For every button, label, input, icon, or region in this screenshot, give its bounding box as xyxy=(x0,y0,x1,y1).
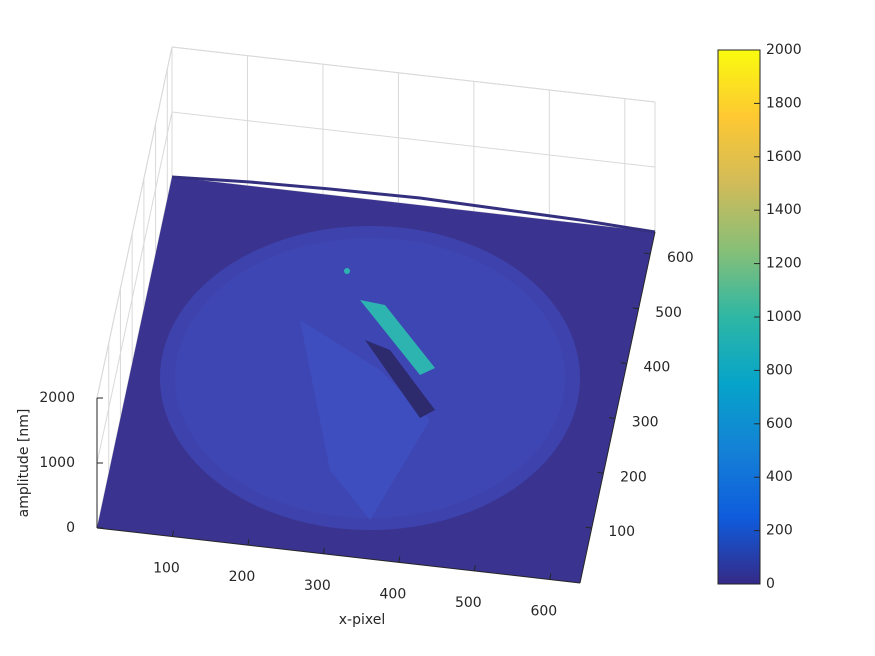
colorbar-tick-label: 200 xyxy=(766,523,793,539)
colorbar-tick-label: 400 xyxy=(766,469,793,485)
z-tick-label: 2000 xyxy=(39,390,75,406)
colorbar-gradient xyxy=(717,49,761,585)
y-tick-label: 100 xyxy=(608,524,635,540)
x-axis-line xyxy=(96,527,581,584)
y-tick xyxy=(609,416,616,419)
x-tick xyxy=(473,564,476,572)
surface-ridge xyxy=(300,320,430,520)
colorbar-tick-label: 1400 xyxy=(766,202,802,218)
x-tick-label: 100 xyxy=(153,561,180,577)
colorbar-tick-label: 1000 xyxy=(766,309,802,325)
y-tick-label: 300 xyxy=(632,414,659,430)
surface xyxy=(97,175,656,583)
colorbar: 0 200 400 600 800 1000 1200 1400 1600 1800 2000 xyxy=(717,42,802,592)
surface-trough xyxy=(365,340,435,418)
x-tick xyxy=(398,556,401,563)
colorbar-tick-label: 1600 xyxy=(766,149,802,165)
x-tick xyxy=(247,539,250,546)
z-tick-label: 0 xyxy=(66,520,75,536)
colorbar-tick-label: 1800 xyxy=(766,95,802,111)
grid-line xyxy=(96,46,173,399)
y-axis-line xyxy=(579,231,656,584)
x-tick xyxy=(171,530,174,537)
z-axis-label: amplitude [nm] xyxy=(16,409,32,518)
y-tick xyxy=(620,362,627,365)
x-tick-label: 400 xyxy=(380,586,407,602)
surface-edge xyxy=(171,175,656,234)
x-tick-label: 300 xyxy=(304,578,331,594)
y-tick xyxy=(585,526,592,529)
y-tick xyxy=(632,307,639,310)
colorbar-tick-label: 2000 xyxy=(766,42,802,58)
x-tick-label: 500 xyxy=(455,595,482,611)
grid-line xyxy=(171,111,656,168)
y-tick-label: 600 xyxy=(667,250,694,266)
surface-spot xyxy=(344,268,350,274)
colorbar-tick-label: 1200 xyxy=(766,256,802,272)
surface-peak xyxy=(360,300,435,375)
colorbar-tick-label: 0 xyxy=(766,576,775,592)
x-tick xyxy=(549,573,552,580)
grid-line xyxy=(171,46,656,103)
y-tick-label: 400 xyxy=(644,360,671,376)
x-axis-label: x-pixel xyxy=(339,612,385,628)
x-tick xyxy=(322,547,325,554)
axes: 100 200 300 400 500 600 100 200 300 400 500 600 0 100… xyxy=(39,231,694,620)
z-tick-label: 1000 xyxy=(39,455,75,471)
colorbar-tick-label: 800 xyxy=(766,362,793,378)
colorbar-tick-label: 600 xyxy=(766,416,793,432)
x-tick-label: 200 xyxy=(229,569,256,585)
grid-line xyxy=(96,111,173,464)
x-tick-label: 600 xyxy=(530,604,557,620)
y-tick-label: 500 xyxy=(655,305,682,321)
y-tick xyxy=(644,252,651,255)
y-tick-label: 200 xyxy=(620,469,647,485)
y-tick xyxy=(597,471,604,474)
